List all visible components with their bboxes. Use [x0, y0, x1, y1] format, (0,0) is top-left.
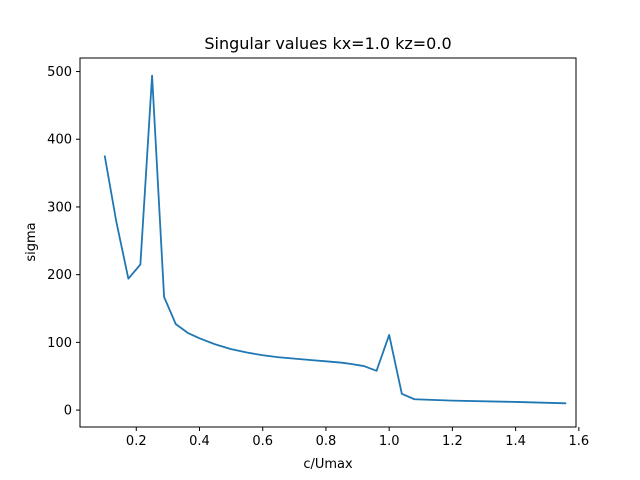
y-axis-label: sigma — [24, 222, 39, 261]
chart-title: Singular values kx=1.0 kz=0.0 — [204, 34, 451, 53]
y-tick-label: 400 — [47, 133, 72, 148]
x-axis-ticks: 0.2 0.4 0.6 0.8 1.0 1.2 1.4 1.6 — [126, 427, 589, 449]
y-tick-label: 200 — [47, 268, 72, 283]
x-tick-label: 0.2 — [126, 434, 147, 449]
x-tick-label: 0.4 — [189, 434, 210, 449]
y-axis-ticks: 0 100 200 300 400 500 — [47, 65, 80, 419]
x-tick-label: 1.4 — [505, 434, 526, 449]
axes-frame — [79, 57, 577, 428]
x-tick-label: 1.2 — [442, 434, 463, 449]
x-tick-label: 1.6 — [569, 434, 590, 449]
y-tick-label: 0 — [64, 404, 72, 419]
y-tick-label: 100 — [47, 336, 72, 351]
y-tick-label: 300 — [47, 200, 72, 215]
plot-layer — [79, 57, 577, 428]
y-tick-label: 500 — [47, 65, 72, 80]
series-line-0 — [103, 74, 567, 405]
x-tick-label: 0.8 — [316, 434, 337, 449]
x-tick-label: 1.0 — [379, 434, 400, 449]
x-axis-label: c/Umax — [303, 457, 353, 472]
x-tick-label: 0.6 — [252, 434, 273, 449]
